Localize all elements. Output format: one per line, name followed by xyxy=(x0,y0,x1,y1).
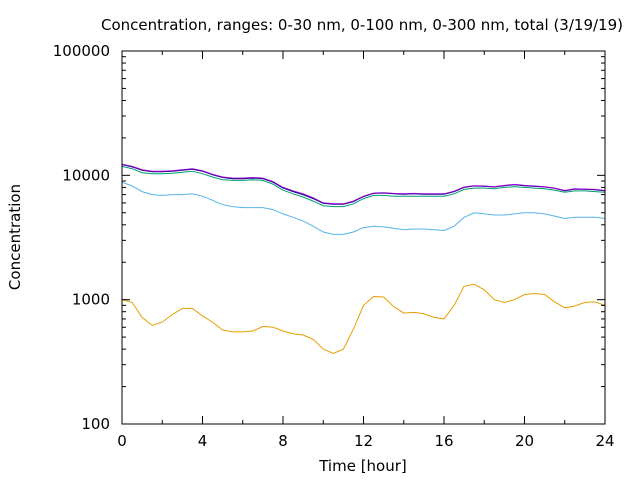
x-tick-label: 8 xyxy=(278,432,288,450)
y-tick-label: 10000 xyxy=(62,166,110,184)
series-line-3 xyxy=(121,165,606,208)
plot-frame xyxy=(121,50,606,425)
x-tick-label: 0 xyxy=(117,432,127,450)
y-tick-label: 100 xyxy=(81,415,110,433)
series-line-2 xyxy=(121,181,606,235)
series-layer xyxy=(121,163,606,354)
x-tick-label: 20 xyxy=(515,432,534,450)
x-tick-label: 4 xyxy=(198,432,208,450)
y-tick-label: 1000 xyxy=(72,291,110,309)
y-tick-label: 100000 xyxy=(53,42,110,60)
x-tick-label: 16 xyxy=(434,432,453,450)
x-tick-label: 12 xyxy=(354,432,373,450)
x-tick-label: 24 xyxy=(595,432,614,450)
x-axis-label: Time [hour] xyxy=(318,457,407,475)
ticks-layer: 0 4 8 12 16 20 24 100 1000 10000 100000 xyxy=(53,42,615,450)
series-line-5 xyxy=(121,163,606,205)
y-axis-label: Concentration xyxy=(6,184,24,290)
series-line-1 xyxy=(121,283,606,354)
chart-title: Concentration, ranges: 0-30 nm, 0-100 nm… xyxy=(101,16,623,34)
